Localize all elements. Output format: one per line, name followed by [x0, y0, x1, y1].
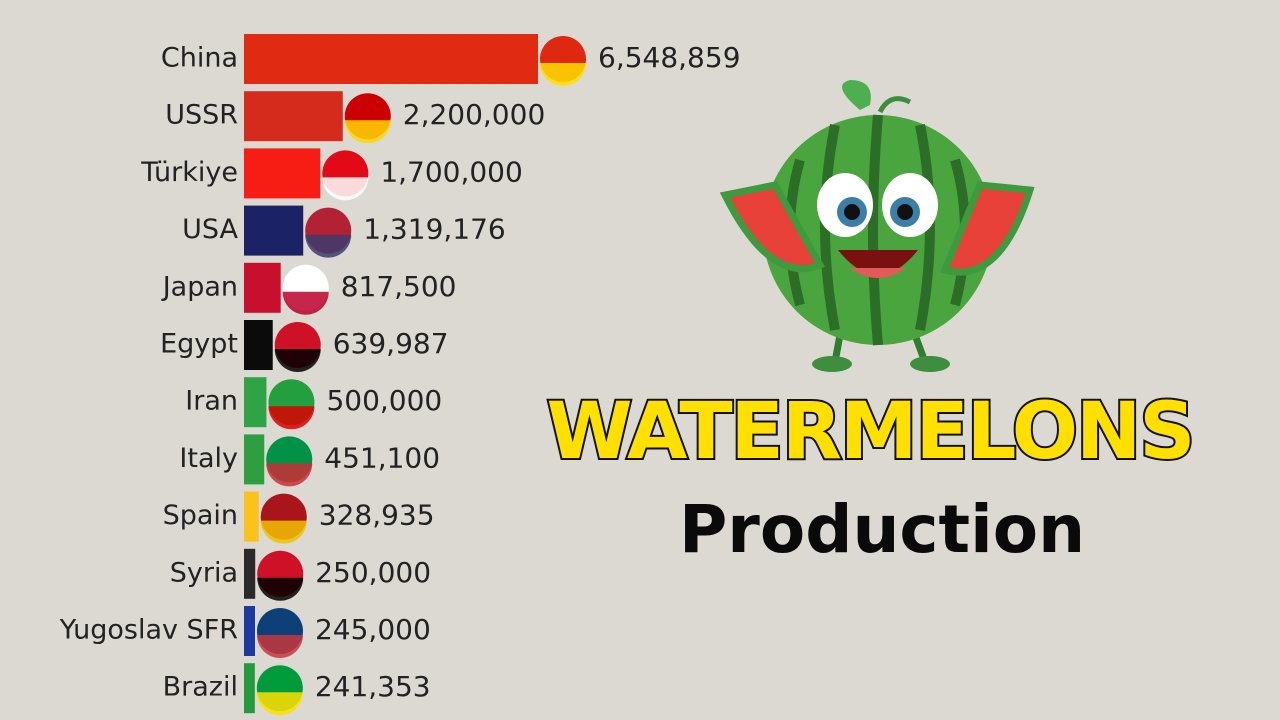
flag-band — [274, 349, 321, 372]
flag — [257, 550, 304, 601]
flag — [282, 264, 329, 315]
category-label: Türkiye — [140, 157, 238, 188]
value-label: 451,100 — [324, 441, 440, 474]
flag — [260, 493, 307, 544]
bar — [244, 320, 273, 370]
bar — [244, 663, 255, 714]
category-label: Spain — [163, 500, 238, 531]
flag — [256, 608, 303, 658]
flag-band — [268, 406, 315, 430]
value-label: 245,000 — [315, 613, 431, 646]
value-label: 1,700,000 — [380, 155, 523, 188]
value-label: 241,353 — [315, 670, 431, 703]
flag — [256, 665, 303, 716]
value-label: 500,000 — [326, 384, 442, 417]
bar — [244, 205, 304, 256]
flag — [274, 322, 321, 372]
value-label: 6,548,859 — [598, 41, 741, 74]
category-label: Syria — [170, 557, 238, 588]
bar — [244, 148, 321, 199]
category-label: USA — [182, 214, 238, 245]
value-label: 817,500 — [341, 270, 457, 303]
value-label: 639,987 — [333, 327, 449, 360]
category-label: Japan — [161, 271, 238, 302]
flag — [305, 207, 352, 258]
value-label: 2,200,000 — [403, 98, 546, 131]
flag-band — [266, 463, 313, 487]
category-label: Italy — [179, 443, 238, 474]
bar — [244, 91, 343, 142]
flag-band — [282, 291, 329, 315]
flag — [268, 379, 315, 430]
flag — [344, 93, 391, 144]
flag — [266, 436, 313, 487]
bar — [244, 262, 281, 313]
category-label: Brazil — [163, 672, 238, 703]
flag-band — [540, 63, 586, 86]
category-label: Iran — [185, 386, 238, 417]
flag-band — [305, 234, 352, 258]
flag-band — [344, 120, 391, 144]
flag-band — [256, 692, 303, 716]
category-label: China — [161, 43, 238, 74]
bar — [244, 548, 256, 599]
value-label: 328,935 — [319, 499, 435, 532]
chart-title: WATERMELONS — [547, 387, 1194, 477]
bar — [244, 377, 267, 428]
watermelon-mascot — [719, 80, 1035, 372]
category-label: USSR — [165, 100, 238, 131]
bar — [244, 34, 538, 84]
flag — [322, 150, 369, 201]
category-label: Egypt — [160, 329, 238, 360]
value-label: 1,319,176 — [363, 213, 506, 246]
chart-subtitle: Production — [679, 491, 1085, 568]
bar — [244, 606, 255, 656]
flag-band — [256, 635, 303, 658]
category-label: Yugoslav SFR — [59, 615, 238, 646]
flag-band — [257, 577, 304, 601]
bar — [244, 434, 265, 485]
flag — [540, 36, 586, 86]
value-label: 250,000 — [315, 556, 431, 589]
bar — [244, 491, 259, 542]
flag-band — [322, 177, 369, 201]
flag-band — [260, 520, 307, 544]
